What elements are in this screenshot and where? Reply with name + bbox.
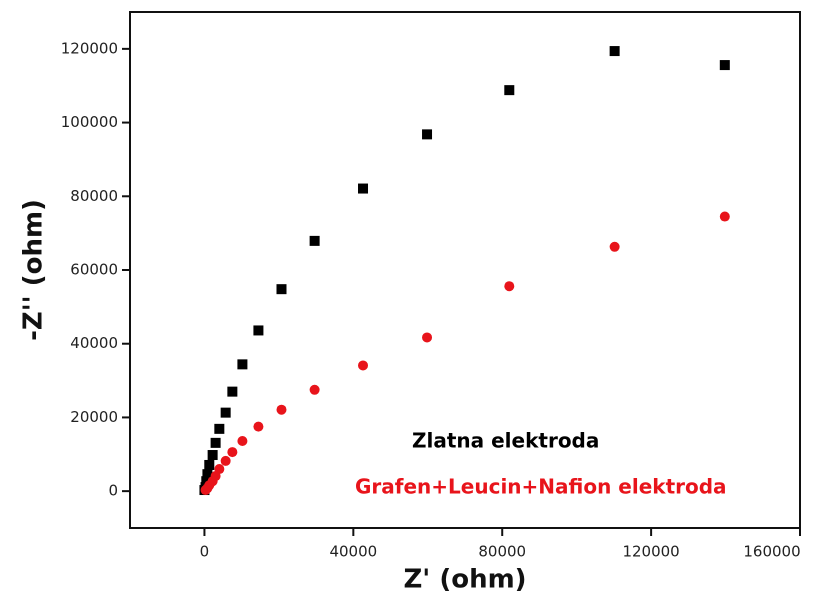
- point: [276, 284, 287, 295]
- point: [253, 421, 264, 432]
- x-axis-label: Z' (ohm): [403, 565, 526, 595]
- point: [204, 459, 215, 470]
- point: [504, 85, 515, 96]
- y-tick-label: 20000: [70, 408, 118, 426]
- y-tick-label: 80000: [70, 187, 118, 205]
- point: [609, 241, 620, 252]
- point: [309, 235, 320, 246]
- point: [422, 129, 433, 140]
- point: [200, 485, 211, 496]
- point: [276, 404, 287, 415]
- x-tick-label: 160000: [743, 543, 800, 561]
- legend-entry: Zlatna elektroda: [412, 429, 599, 453]
- y-tick-label: 40000: [70, 334, 118, 352]
- point: [227, 447, 238, 458]
- point: [237, 436, 248, 447]
- point: [207, 450, 218, 461]
- point: [201, 476, 212, 487]
- point: [609, 46, 620, 57]
- y-axis-label: -Z'' (ohm): [19, 199, 49, 341]
- x-tick-label: 0: [200, 543, 210, 561]
- point: [504, 281, 515, 292]
- point: [214, 423, 225, 434]
- y-tick-label: 120000: [61, 39, 118, 57]
- x-tick-label: 80000: [478, 543, 526, 561]
- legend-entry: Grafen+Leucin+Nafion elektroda: [355, 475, 727, 499]
- point: [719, 60, 730, 71]
- point: [253, 325, 264, 336]
- point: [202, 469, 213, 480]
- y-tick-label: 60000: [70, 261, 118, 279]
- point: [358, 183, 369, 194]
- y-tick-label: 0: [108, 482, 118, 500]
- point: [220, 407, 231, 418]
- point: [237, 359, 248, 370]
- point: [358, 360, 369, 371]
- y-tick-label: 100000: [61, 113, 118, 131]
- point: [309, 384, 320, 395]
- point: [227, 386, 238, 397]
- point: [210, 437, 221, 448]
- point: [422, 332, 433, 343]
- point: [220, 455, 231, 466]
- x-tick-label: 40000: [329, 543, 377, 561]
- x-tick-label: 120000: [622, 543, 679, 561]
- point: [719, 211, 730, 222]
